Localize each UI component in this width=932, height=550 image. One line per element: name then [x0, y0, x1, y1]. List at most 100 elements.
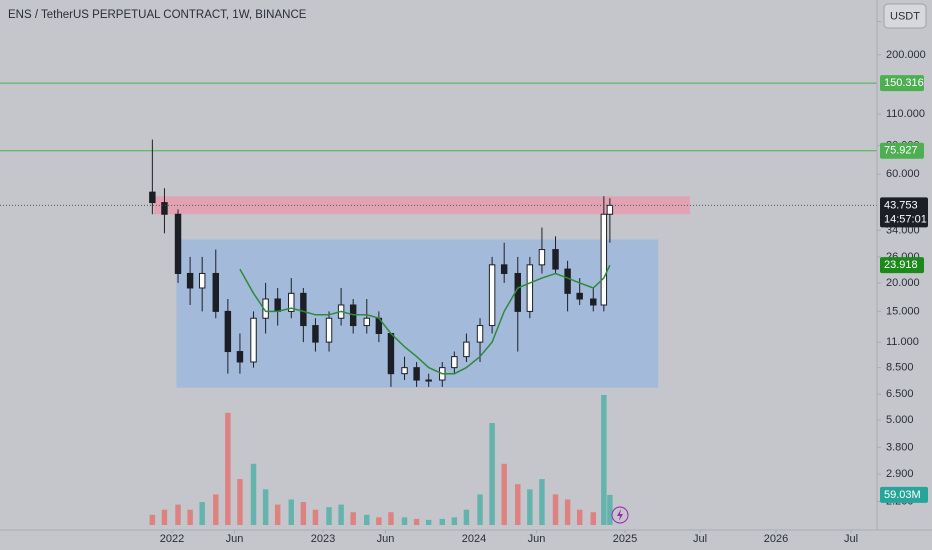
volume-bar [364, 514, 370, 525]
candle-body [590, 298, 597, 306]
candle-body [274, 298, 281, 312]
volume-bar [463, 509, 470, 525]
candle-body [564, 268, 571, 294]
y-tick-label: 11.000 [886, 336, 919, 348]
volume-bar [175, 504, 181, 525]
volume-bar [601, 394, 607, 525]
x-tick-label: 2022 [160, 533, 184, 545]
volume-bar [149, 514, 156, 525]
currency-button[interactable] [883, 3, 927, 29]
candle-body [300, 292, 307, 327]
last-price-label: 43.753 [884, 199, 918, 211]
chart-title: ENS / TetherUS PERPETUAL CONTRACT, 1W, B… [8, 9, 307, 21]
volume-bar [326, 507, 332, 525]
volume-bar [607, 494, 613, 525]
y-tick-label: 200.000 [886, 49, 926, 61]
volume-bar [312, 509, 319, 525]
volume-bar [439, 518, 445, 525]
volume-bar [237, 479, 243, 525]
candle-body [186, 272, 194, 289]
candle-body [387, 332, 395, 375]
candle-body [161, 202, 168, 215]
candle-body [363, 317, 370, 327]
x-tick-label: 2025 [613, 533, 637, 545]
currency-button-label[interactable]: USDT [890, 10, 920, 22]
candle-body [488, 264, 496, 327]
candle-body [198, 272, 206, 289]
zone [153, 196, 690, 215]
candle-body [212, 272, 219, 312]
volume-bar [401, 517, 408, 525]
plot [0, 82, 877, 525]
candle-body [526, 264, 534, 312]
x-tick-label: Jun [377, 533, 395, 545]
zones [153, 196, 690, 388]
volume-bar [515, 484, 521, 525]
candle-body [476, 325, 484, 343]
axis: 280.000200.000110.00080.00060.00034.0002… [160, 15, 928, 545]
y-tick-label: 110.000 [886, 108, 925, 120]
volume-bar [338, 504, 344, 525]
candle-body [451, 356, 458, 369]
volume-bar [300, 502, 307, 525]
volume-bar [388, 512, 394, 525]
volume-bar [590, 512, 596, 525]
volume-bar [501, 463, 507, 525]
volume-bar [425, 519, 432, 525]
volume-bar [477, 494, 483, 525]
x-tick-label: 2023 [311, 533, 335, 545]
volume-label-bg [880, 486, 928, 503]
candle-body [576, 292, 583, 300]
candle-body [312, 325, 319, 343]
candle-body [606, 204, 614, 215]
volume-bar [225, 412, 231, 525]
level-label: 150.316 [884, 77, 924, 89]
level-label: 75.927 [884, 145, 918, 157]
volume-bar [350, 512, 356, 525]
volume-bar [489, 423, 495, 525]
volume-bar [213, 494, 219, 525]
candle-body [538, 249, 546, 266]
y-tick-label: 60.000 [886, 168, 920, 180]
zone [176, 239, 659, 388]
event-icon-bolt [617, 509, 623, 521]
candle-body [250, 317, 257, 363]
level-label-bg [880, 142, 924, 159]
x-tick-label: 2026 [764, 533, 788, 545]
volume-bar [576, 509, 583, 525]
candle-body [600, 213, 608, 306]
y-tick-label: 2.900 [886, 468, 914, 480]
candle-body [401, 367, 408, 375]
y-tick-label: 20.000 [886, 277, 920, 289]
volume-bar [262, 489, 269, 525]
volume-bar [451, 517, 458, 525]
candle-body [500, 264, 508, 274]
countdown-label: 14:57:01 [884, 213, 927, 225]
volume-bar [161, 509, 168, 525]
volume-bar [564, 499, 571, 525]
volume-bar [413, 518, 420, 525]
volume-bar [187, 509, 193, 525]
volume-label: 59.03M [884, 489, 921, 501]
x-tick-label: Jun [226, 533, 244, 545]
candle-body [224, 310, 232, 353]
candle-body [149, 191, 156, 204]
volume-bar [376, 517, 382, 525]
x-tick-label: 2024 [462, 533, 486, 545]
level-label-bg [880, 75, 924, 92]
moving-average [239, 264, 611, 375]
volume-bar [288, 499, 294, 525]
y-tick-label: 3.800 [886, 441, 914, 453]
volume-bar [527, 489, 533, 525]
x-tick-label: Jul [693, 533, 707, 545]
candle-body [425, 379, 432, 382]
x-tick-label: Jul [844, 533, 858, 545]
candle-body [288, 292, 295, 312]
volume-bar [552, 494, 559, 525]
candle-body [174, 213, 182, 274]
y-tick-label: 5.000 [886, 414, 914, 426]
candle-body [463, 341, 470, 358]
ma-label: 23.918 [884, 259, 918, 271]
